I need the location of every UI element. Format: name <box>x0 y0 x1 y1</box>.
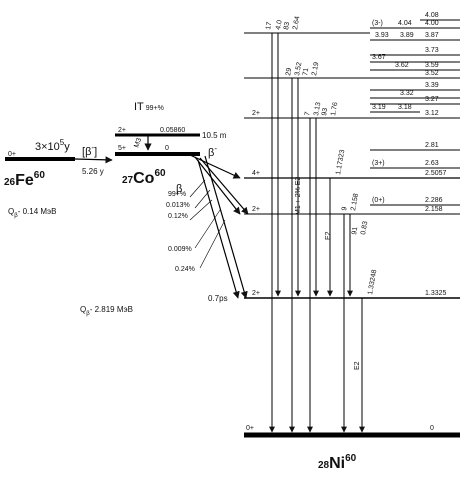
co60-energy: 0 <box>165 145 169 152</box>
co60-q-value: Qβ- 2.819 MэВ <box>80 305 133 317</box>
ni60-energy-2.81: 2.81 <box>425 142 439 149</box>
co60m-beta-label: β <box>176 183 182 195</box>
multipolarity-e2-1: E2 <box>325 231 332 240</box>
ni60-spin-4plus: 4+ <box>252 170 260 177</box>
ni60-nuclide-label: 28Ni60 <box>318 453 357 472</box>
ni60-energy-3.62: 3.62 <box>395 62 409 69</box>
branch-label-5: 0.24% <box>175 266 195 273</box>
ni60-energy-4.00: 4.00 <box>425 20 439 27</box>
gamma-label-4.0: 4.0 <box>275 19 284 30</box>
beta-arrow-2plus-d <box>197 159 240 299</box>
branch-pointer-2 <box>194 189 211 209</box>
co60-half-life: 5.26 y <box>82 167 104 176</box>
gamma-label-2.158: 2.158 <box>350 193 360 212</box>
gamma-label-2.19: 2.19 <box>311 62 320 77</box>
ni60-spin-3minus: (3-) <box>372 20 383 27</box>
gamma-label-93: 93 <box>321 107 329 116</box>
beta-arrow-2plus-c <box>204 155 248 299</box>
gamma-label-3.13: 3.13 <box>313 102 322 117</box>
multipolarity-m1-e2: M1 + 2% E2 <box>295 177 302 215</box>
ni60-energy-3.73: 3.73 <box>425 47 439 54</box>
gamma-label-0.83: 0.83 <box>360 221 369 236</box>
ni60-energy-3.93: 3.93 <box>375 32 389 39</box>
ni60-energy-3.39: 3.39 <box>425 82 439 89</box>
co60m-energy: 0.05860 <box>160 127 185 134</box>
branch-pointer-3 <box>189 199 213 221</box>
fe60-half-life: 3×105y <box>35 138 70 153</box>
ni60-energy-2.63: 2.63 <box>425 160 439 167</box>
fe60-decay-mode: [β-] <box>82 143 97 158</box>
ni60-energy-3.67: 3.67 <box>372 54 386 61</box>
co60m-spin: 2+ <box>118 127 126 134</box>
ni60-energy-3.19: 3.19 <box>372 104 386 111</box>
gamma-label-1.33248: 1.33248 <box>367 269 378 295</box>
gamma-label-2.64: 2.64 <box>292 16 301 31</box>
branch-label-1: 99+% <box>168 191 186 198</box>
ni60-energy-3.52: 3.52 <box>425 70 439 77</box>
ni60-ground-spin: 0+ <box>246 425 254 432</box>
gamma-label-91: 91 <box>351 226 359 235</box>
gamma-label-9: 9 <box>341 206 349 211</box>
ni60-spin-0plus: (0+) <box>372 197 385 204</box>
gamma-label-1.17323: 1.17323 <box>335 149 346 175</box>
ni60-spin-2plus-1: 2+ <box>252 290 260 297</box>
ni60-energy-3.87: 3.87 <box>425 32 439 39</box>
co60m-half-life: 10.5 m <box>202 131 227 140</box>
ni60-energy-2.286: 2.286 <box>425 197 443 204</box>
ni60-energy-3.32: 3.32 <box>400 90 414 97</box>
ni60-energy-3.12: 3.12 <box>425 110 439 117</box>
branch-label-3: 0.12% <box>168 213 188 220</box>
ni60-ground-energy: 0 <box>430 425 434 432</box>
ni60-energy-3.89: 3.89 <box>400 32 414 39</box>
fe60-beta-arrow <box>74 156 113 164</box>
beta-arrow-2plus-b <box>199 157 249 215</box>
ni60-energy-4.08: 4.08 <box>425 12 439 19</box>
gamma-label-3.52: 3.52 <box>294 62 303 77</box>
multipolarity-e2-2: E2 <box>354 361 361 370</box>
co60-spin: 5+ <box>118 145 126 152</box>
co60-nuclide-label: 27Co60 <box>122 168 166 187</box>
gamma-label-83: 83 <box>283 21 291 30</box>
ni60-spin-2plus-2: 2+ <box>252 206 260 213</box>
ni60-energy-2.158: 2.158 <box>425 206 443 213</box>
ni60-spin-3plus: (3+) <box>372 160 385 167</box>
branch-pointer-5 <box>199 219 226 269</box>
ni60-energy-1.3325: 1.3325 <box>425 290 447 297</box>
ni60-energy-3.27: 3.27 <box>425 96 439 103</box>
fe60-q-value: Qβ- 0.14 MэВ <box>8 207 56 219</box>
fe60-spin: 0+ <box>8 151 16 158</box>
co60m-it-label: IT 99+% <box>134 101 164 113</box>
branch-pointer-4 <box>194 209 221 249</box>
co60-beta-minus-label: β- <box>208 144 217 159</box>
beta-arrow-4plus <box>189 154 241 179</box>
ni60-lifetime: 0.7ps <box>208 294 228 303</box>
gamma-label-7: 7 <box>304 111 312 116</box>
branch-label-2: 0.013% <box>166 202 190 209</box>
branch-pointer-1 <box>189 179 206 198</box>
branch-label-4: 0.009% <box>168 246 192 253</box>
co60m-m3-label: M3 <box>133 137 143 149</box>
gamma-label-71: 71 <box>302 67 310 76</box>
ni60-energy-3.59: 3.59 <box>425 62 439 69</box>
gamma-label-17: 17 <box>265 21 273 30</box>
ni60-spin-2plus-3: 2+ <box>252 110 260 117</box>
gamma-label-29: 29 <box>285 67 293 76</box>
ni60-energy-2.5057: 2.5057 <box>425 170 447 177</box>
beta-arrow-2plus-a <box>194 156 241 215</box>
ni60-energy-4.04: 4.04 <box>398 20 412 27</box>
gamma-label-1.76: 1.76 <box>330 102 339 117</box>
fe60-nuclide-label: 26Fe60 <box>4 170 45 189</box>
ni60-energy-3.18: 3.18 <box>398 104 412 111</box>
